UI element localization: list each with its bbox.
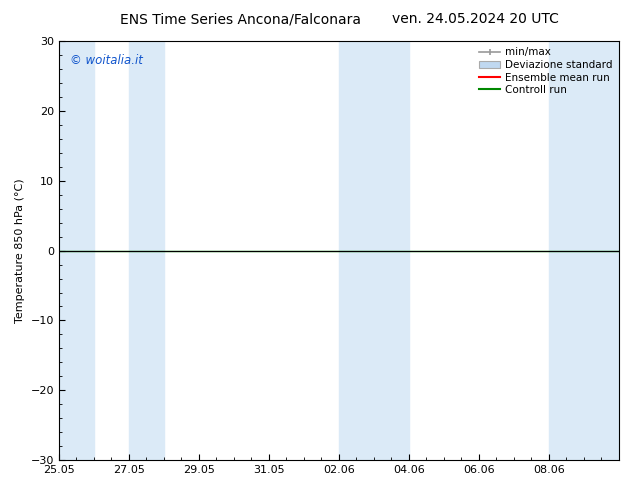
Text: © woitalia.it: © woitalia.it [70,53,143,67]
Bar [129,41,164,460]
Legend: min/max, Deviazione standard, Ensemble mean run, Controll run: min/max, Deviazione standard, Ensemble m… [475,43,617,99]
Y-axis label: Temperature 850 hPa (°C): Temperature 850 hPa (°C) [15,178,25,323]
Bar [59,41,94,460]
Bar [549,41,619,460]
Text: ENS Time Series Ancona/Falconara: ENS Time Series Ancona/Falconara [120,12,361,26]
Bar [339,41,409,460]
Text: ven. 24.05.2024 20 UTC: ven. 24.05.2024 20 UTC [392,12,559,26]
